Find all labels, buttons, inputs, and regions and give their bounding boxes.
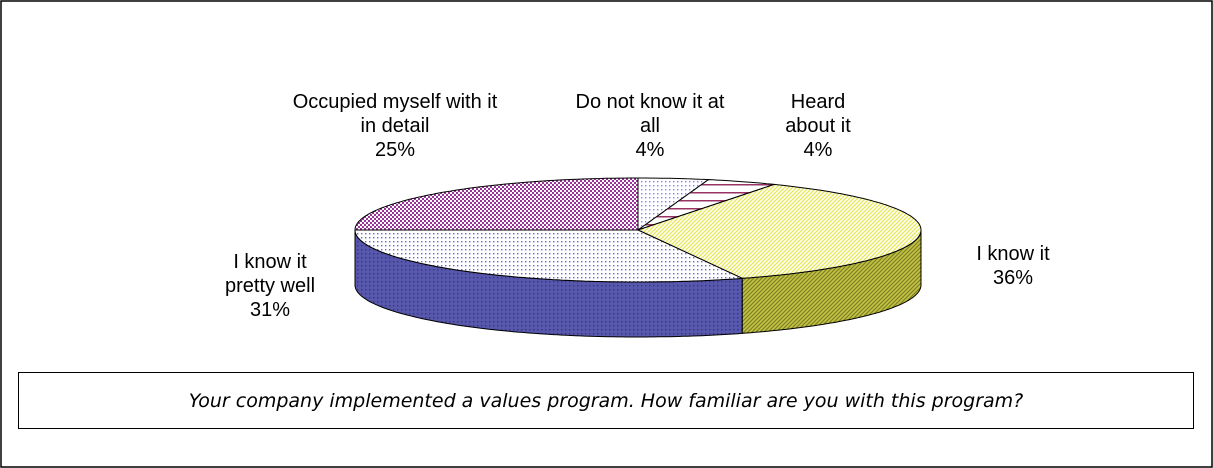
category-label: I know it pretty well xyxy=(224,251,316,297)
category-label: Heard about it xyxy=(785,91,851,137)
category-label: Do not know it at all xyxy=(575,91,725,137)
value-label: 36% xyxy=(992,267,1034,289)
caption: Your company implemented a values progra… xyxy=(18,372,1194,429)
slice-label: Heard about it 4% xyxy=(768,90,868,162)
slice-label: Do not know it at all 4% xyxy=(575,90,725,162)
value-label: 31% xyxy=(249,299,291,321)
value-label: 25% xyxy=(374,139,416,161)
slice-label: I know it 36% xyxy=(943,242,1083,290)
category-label: I know it xyxy=(976,243,1050,265)
slice xyxy=(354,177,639,231)
slice xyxy=(637,179,775,231)
category-label: Occupied myself with it in detail xyxy=(292,91,498,137)
slice-label: I know it pretty well 31% xyxy=(210,250,330,322)
value-label: 4% xyxy=(803,139,833,161)
slice xyxy=(354,229,745,283)
slice xyxy=(636,183,922,279)
value-label: 4% xyxy=(635,139,665,161)
slice-label: Occupied myself with it in detail 25% xyxy=(290,90,500,162)
